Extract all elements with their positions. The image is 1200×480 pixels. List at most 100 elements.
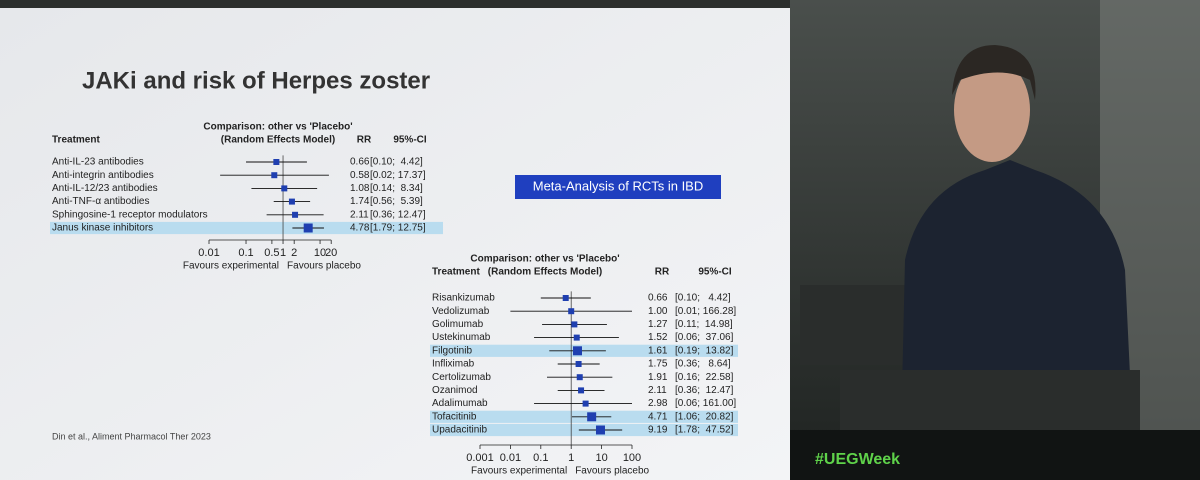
x-tick-label: 100 [623,452,641,464]
rr-label: 1.74 [350,196,370,207]
header-treatment: Treatment [52,135,100,146]
rr-label: 0.66 [350,157,370,168]
x-tick-label: 0.01 [500,452,521,464]
x-tick-label: 0.1 [238,247,253,259]
effect-box [576,374,583,381]
rr-label: 1.61 [648,345,668,356]
rr-label: 4.71 [648,411,668,422]
header-rr: RR [655,267,670,278]
ci-label: [1.79; 12.75] [370,223,426,234]
treatment-label: Ozanimod [432,385,478,396]
treatment-label: Upadacitinib [432,425,487,436]
effect-box [595,425,605,435]
rr-label: 4.78 [350,223,370,234]
treatment-label: Certolizumab [432,372,491,383]
treatment-label: Anti-IL-12/23 antibodies [52,183,158,194]
effect-box [582,400,589,407]
header-model: (Random Effects Model) [221,135,335,146]
effect-box [578,387,585,394]
treatment-label: Infliximab [432,359,475,370]
effect-box [292,211,299,218]
ci-label: [0.36; 12.47] [370,209,426,220]
x-label-right: Favours placebo [575,466,649,477]
x-tick-label: 0.001 [466,452,494,464]
treatment-label: Anti-TNF-α antibodies [52,196,149,207]
x-label-right: Favours placebo [287,261,361,272]
ci-label: [0.14; 8.34] [370,183,423,194]
ci-label: [0.36; 8.64] [675,359,731,370]
effect-box [575,361,582,367]
effect-box [281,185,288,192]
plot-area [220,159,329,233]
ci-label: [1.06; 20.82] [675,411,734,422]
header-ci: 95%-CI [393,135,427,146]
slide-title: JAKi and risk of Herpes zoster [82,67,430,94]
lectern [840,370,1140,430]
effect-box [271,172,278,179]
rr-label: 9.19 [648,425,668,436]
ci-label: [0.19; 13.82] [675,345,734,356]
speaker-head [954,58,1030,162]
treatment-label: Janus kinase inhibitors [52,223,153,234]
rr-label: 1.91 [648,372,668,383]
x-tick-label: 1 [568,452,574,464]
stage-floor [790,430,1200,480]
header-treatment: Treatment [432,267,480,278]
effect-box [562,295,569,301]
x-tick-label: 10 [314,247,326,259]
citation: Din et al., Aliment Pharmacol Ther 2023 [52,431,211,441]
ci-label: [0.06; 161.00] [675,398,736,409]
ci-label: [0.36; 12.47] [675,385,734,396]
rr-label: 1.00 [648,306,668,317]
header-comparison: Comparison: other vs 'Placebo' [203,122,352,133]
x-tick-label: 0.1 [533,452,548,464]
x-tick-label: 1 [280,247,286,259]
rr-label: 1.08 [350,183,370,194]
header-ci: 95%-CI [698,267,732,278]
x-tick-label: 10 [595,452,607,464]
treatment-label: Adalimumab [432,398,488,409]
treatment-label: Ustekinumab [432,332,491,343]
treatment-label: Anti-integrin antibodies [52,170,154,181]
row-highlight [50,221,443,235]
treatment-label: Filgotinib [432,345,472,356]
ci-label: [0.10; 4.42] [370,157,423,168]
rr-label: 0.66 [648,293,668,304]
effect-box [568,308,575,315]
ci-label: [0.01; 166.28] [675,306,736,317]
treatment-label: Risankizumab [432,293,495,304]
x-tick-label: 0.01 [198,247,219,259]
ci-label: [1.78; 47.52] [675,425,734,436]
slide [0,8,790,480]
speaker-hair [952,45,1036,100]
ci-label: [0.10; 4.42] [675,293,731,304]
rr-label: 1.75 [648,359,668,370]
rr-label: 0.58 [350,170,370,181]
ci-label: [0.11; 14.98] [675,319,733,330]
treatment-label: Vedolizumab [432,306,490,317]
effect-box [572,346,582,356]
ci-label: [0.02; 17.37] [370,170,426,181]
rr-label: 1.27 [648,319,668,330]
rr-label: 2.11 [648,385,667,396]
x-tick-label: 0.5 [264,247,279,259]
header-comparison: Comparison: other vs 'Placebo' [470,254,619,265]
rr-label: 2.98 [648,398,668,409]
treatment-label: Golimumab [432,319,484,330]
rr-label: 1.52 [648,332,668,343]
header-model: (Random Effects Model) [488,267,602,278]
ci-label: [0.16; 22.58] [675,372,734,383]
label-box [515,175,721,199]
box-label: Meta-Analysis of RCTs in IBD [533,178,704,193]
hashtag: #UEGWeek [815,451,900,468]
treatment-label: Sphingosine-1 receptor modulators [52,209,208,220]
treatment-label: Anti-IL-23 antibodies [52,157,144,168]
x-label-left: Favours experimental [183,261,279,272]
effect-box [571,321,578,328]
treatment-label: Tofacitinib [432,411,477,422]
effect-box [587,412,597,422]
rr-label: 2.11 [350,209,369,220]
header-rr: RR [357,135,372,146]
x-tick-label: 2 [291,247,297,259]
